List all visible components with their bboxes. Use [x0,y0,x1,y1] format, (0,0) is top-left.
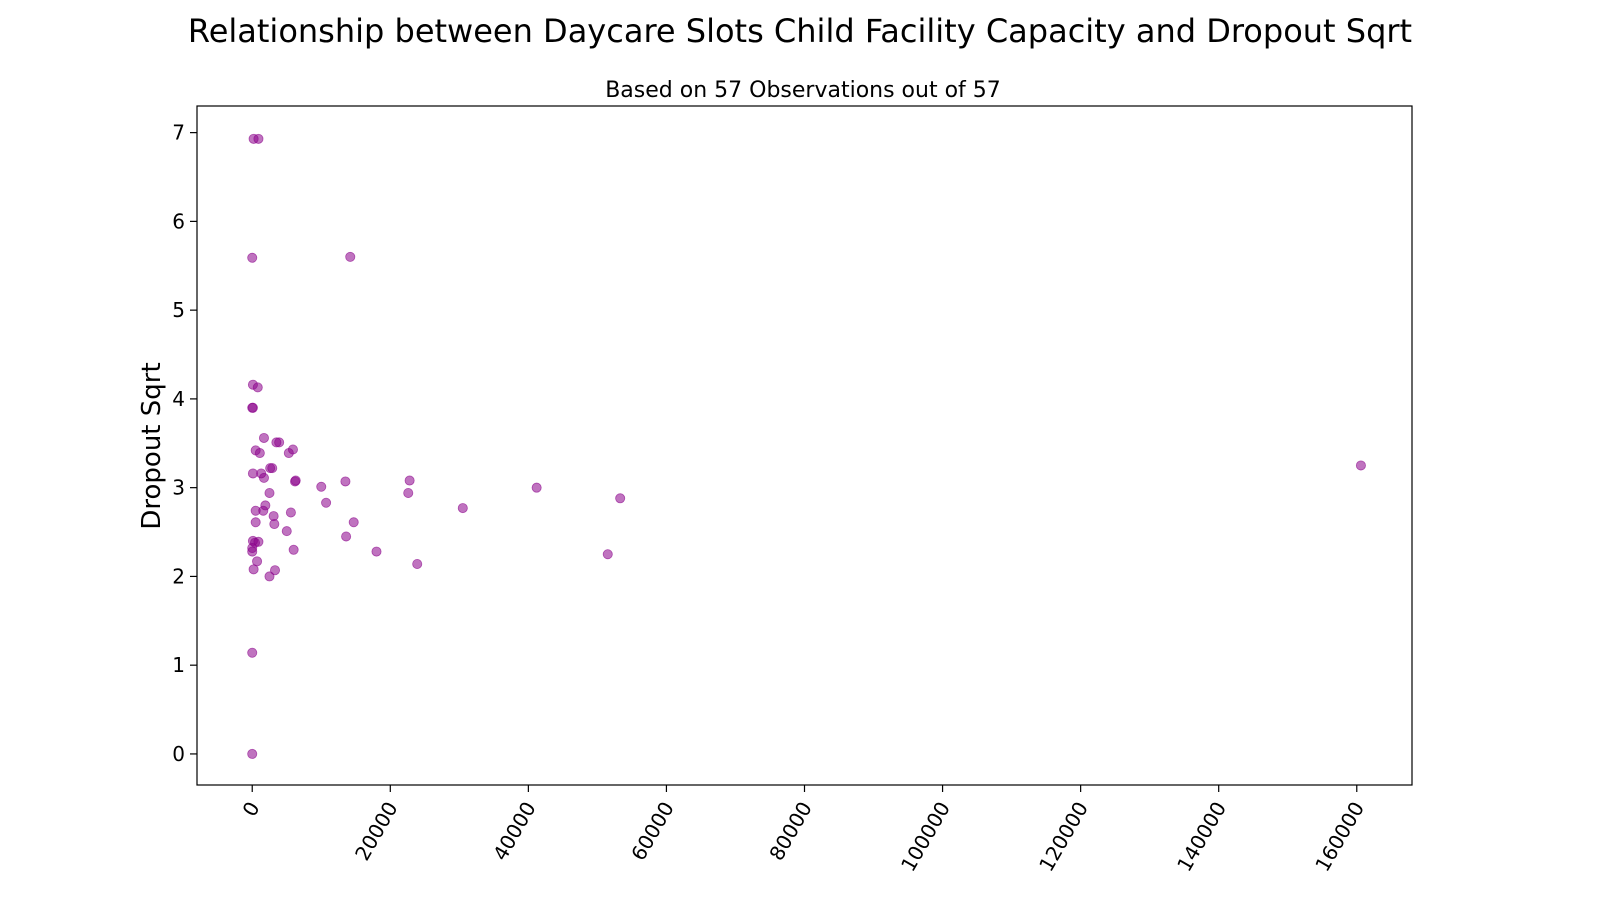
scatter-point [269,519,280,530]
x-tick-label: 20000 [350,798,403,865]
scatter-point [321,497,332,508]
scatter-point [252,382,263,393]
x-tick-label: 120000 [1034,798,1093,876]
scatter-point [247,468,258,479]
chart-title: Relationship between Daycare Slots Child… [187,12,1413,50]
scatter-point [253,133,264,144]
scatter-point [264,487,275,498]
scatter-point [281,526,292,537]
scatter-point [340,476,351,487]
y-axis-label: Dropout Sqrt [137,362,167,529]
scatter-point [290,475,301,486]
scatter-point [287,444,298,455]
scatter-point [253,536,264,547]
scatter-point [254,448,265,459]
scatter-point [457,503,468,514]
scatter-point [403,487,414,498]
scatter-point [288,544,299,555]
scatter-point [258,505,269,516]
x-tick-label: 80000 [764,798,817,865]
x-tick-label: 60000 [626,798,679,865]
x-tick-label: 140000 [1172,798,1231,876]
plot-frame [196,105,1413,786]
scatter-point [285,507,296,518]
y-tick-label: 4 [172,387,185,411]
scatter-point [371,546,382,557]
y-tick-label: 2 [172,564,185,588]
scatter-point [348,517,359,528]
y-tick-label: 5 [172,298,185,322]
scatter-point [316,481,327,492]
scatter-point [267,463,278,474]
y-tick-label: 3 [172,476,185,500]
scatter-point [412,558,423,569]
scatter-point [247,546,258,557]
scatter-point [264,571,275,582]
x-tick-label: 100000 [896,797,955,875]
scatter-point [602,549,613,560]
scatter-point [247,748,258,759]
scatter-point [247,402,258,413]
chart-subtitle: Based on 57 Observations out of 57 [605,78,1001,103]
y-tick-label: 0 [172,742,185,766]
y-tick-label: 7 [172,121,185,145]
scatter-point [247,252,258,263]
scatter-point [258,432,269,443]
scatter-point [258,472,269,483]
scatter-point [247,647,258,658]
y-tick-label: 1 [172,653,185,677]
scatter-point [248,564,259,575]
scatter-point [615,493,626,504]
scatter-point [404,475,415,486]
scatter-point [531,482,542,493]
x-tick-label: 0 [237,798,264,821]
scatter-point [274,437,285,448]
scatter-point [341,531,352,542]
scatter-point [270,565,281,576]
scatter-point [1355,460,1366,471]
x-tick-label: 160000 [1310,798,1369,876]
scatter-point [250,517,261,528]
x-tick-label: 40000 [488,798,541,865]
scatter-point [345,251,356,262]
y-tick-label: 6 [172,209,185,233]
